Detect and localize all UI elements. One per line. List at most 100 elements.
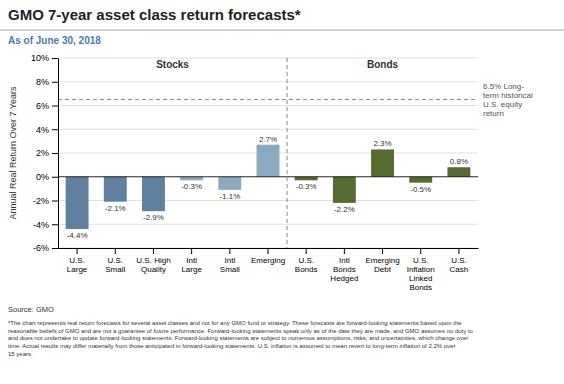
data-label: -4.4% [67, 231, 88, 240]
x-tick-mark [153, 248, 154, 254]
y-tick-mark [52, 82, 58, 83]
data-label: -0.5% [410, 185, 431, 194]
text-line: Debt [374, 265, 392, 274]
title-rule [0, 30, 564, 31]
data-label: -0.3% [296, 182, 317, 191]
y-axis: -6%-4%-2%0%2%4%6%8%10% [31, 53, 59, 253]
bar [333, 177, 356, 203]
y-tick-label: 4% [36, 125, 49, 135]
data-label: -2.2% [334, 205, 355, 214]
text-line: U.S. High [136, 256, 170, 265]
text-line: U.S. [298, 256, 314, 265]
y-tick: 0% [36, 172, 58, 182]
text-line: Small [220, 265, 240, 274]
data-label: 0.8% [450, 157, 468, 166]
x-tick-label: U.S.Large [67, 256, 88, 274]
x-tick-label: U.S. HighQuality [136, 256, 170, 274]
y-tick-label: 0% [36, 172, 49, 182]
x-tick-label: IntlLarge [181, 256, 202, 274]
data-label: -2.9% [143, 213, 164, 222]
text-line: Large [181, 265, 202, 274]
x-tick: Emerging [251, 248, 285, 265]
text-line: Bonds [409, 283, 432, 292]
data-label: 2.3% [373, 139, 391, 148]
x-tick: U.S.Bonds [295, 248, 318, 274]
bar [447, 167, 470, 177]
y-tick-label: 6% [36, 101, 49, 111]
x-tick-mark [268, 248, 269, 254]
text-line: U.S. [451, 256, 467, 265]
bar [371, 149, 394, 176]
y-tick-mark [52, 129, 58, 130]
bar [409, 177, 432, 183]
grid-line [58, 105, 478, 106]
text-line: reasonable beliefs of GMO and are not a … [8, 328, 474, 334]
x-tick-mark [420, 248, 421, 254]
x-tick-mark [77, 248, 78, 254]
y-tick: 6% [36, 101, 58, 111]
x-tick: EmergingDebt [365, 248, 399, 274]
group-label: Bonds [367, 59, 399, 70]
x-tick: IntlSmall [220, 248, 240, 274]
text-line: Bonds [333, 265, 356, 274]
y-tick-mark [52, 153, 58, 154]
data-label: -0.3% [181, 182, 202, 191]
bar [180, 177, 203, 181]
y-tick-label: 10% [31, 53, 49, 63]
x-axis: U.S.LargeU.S.SmallU.S. HighQualityIntlLa… [59, 248, 479, 292]
text-line: Quality [141, 265, 166, 274]
x-tick-label: U.S.Bonds [295, 256, 318, 274]
x-tick: U.S. HighQuality [136, 248, 170, 274]
y-axis-line [58, 59, 59, 249]
x-tick-label: IntlSmall [220, 256, 240, 274]
bars [58, 100, 478, 229]
subtitle: As of June 30, 2018 [8, 35, 101, 46]
text-line: U.S. [107, 256, 123, 265]
y-tick-mark [52, 106, 58, 107]
x-tick: U.S.Large [67, 248, 88, 274]
grid [58, 58, 478, 248]
text-line: U.S. [413, 256, 429, 265]
text-line: Large [67, 265, 88, 274]
data-label: -1.1% [219, 192, 240, 201]
text-line: time. Actual results may differ material… [8, 343, 455, 349]
x-tick: IntlBondsHedged [330, 248, 358, 283]
text-line: Cash [450, 265, 469, 274]
chart: GMO 7-year asset class return forecasts*… [0, 0, 564, 384]
bar [295, 177, 318, 181]
y-tick-label: 8% [36, 77, 49, 87]
y-tick: 8% [36, 77, 58, 87]
grid-line [58, 176, 478, 177]
x-tick: U.S.Small [105, 248, 125, 274]
source: Source: GMO [8, 305, 54, 314]
y-tick: 4% [36, 125, 58, 135]
x-tick: U.S.InflationLinkedBonds [407, 248, 435, 292]
bar [66, 177, 89, 229]
grid-line [58, 58, 478, 59]
text-line: term historical [483, 91, 533, 100]
text-line: Intl [186, 256, 197, 265]
zero-line [58, 176, 478, 177]
text-line: Intl [339, 256, 350, 265]
text-line: 6.5% Long- [483, 82, 524, 91]
y-tick-label: -6% [33, 243, 49, 253]
text-line: and does not undertake to update forward… [8, 335, 468, 341]
x-tick-mark [306, 248, 307, 254]
text-line: *The chart represents real return foreca… [8, 320, 462, 326]
x-tick-mark [115, 248, 116, 254]
x-tick-label: U.S.Small [105, 256, 125, 274]
y-tick-label: 2% [36, 148, 49, 158]
x-tick-mark [191, 248, 192, 254]
text-line: Emerging [251, 256, 285, 265]
text-line: Intl [224, 256, 235, 265]
y-tick-mark [52, 224, 58, 225]
text-line: Emerging [365, 256, 399, 265]
bar [218, 177, 241, 190]
y-tick: -4% [33, 220, 58, 230]
x-tick-label: IntlBondsHedged [330, 256, 358, 283]
text-line: Linked [409, 274, 433, 283]
text-line: U.S. equity [483, 100, 522, 109]
title: GMO 7-year asset class return forecasts* [8, 6, 301, 23]
reference-label: 6.5% Long-term historicalU.S. equityretu… [483, 82, 533, 119]
bar [142, 177, 165, 211]
